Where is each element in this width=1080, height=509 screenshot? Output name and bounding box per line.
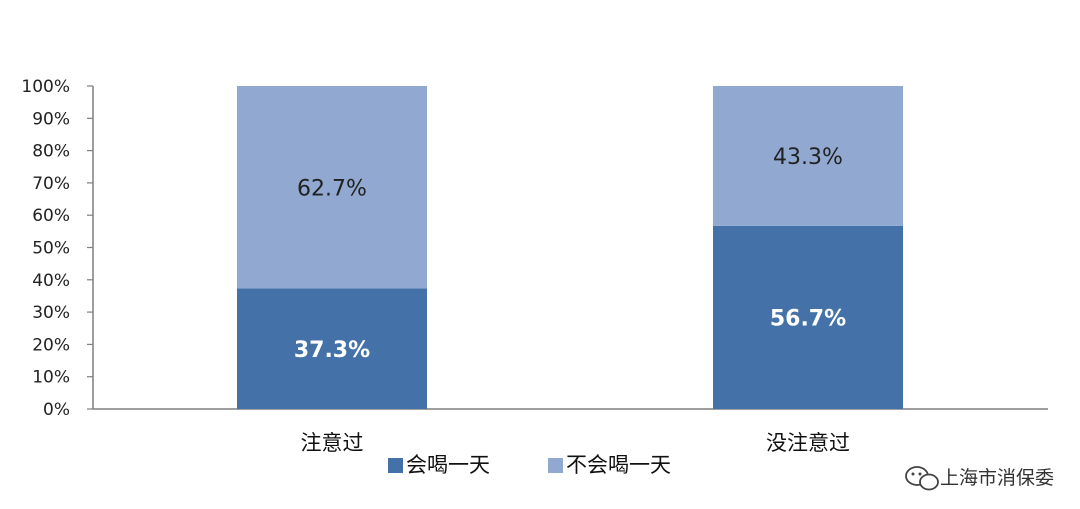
x-category-label: 没注意过 bbox=[766, 431, 850, 455]
legend-label: 会喝一天 bbox=[406, 453, 490, 477]
y-tick-label: 40% bbox=[32, 271, 70, 291]
data-label: 37.3% bbox=[294, 338, 370, 363]
y-tick-label: 50% bbox=[32, 239, 70, 259]
watermark: 上海市消保委 bbox=[905, 466, 1054, 491]
x-category-label: 注意过 bbox=[301, 431, 364, 455]
y-tick-label: 30% bbox=[32, 303, 70, 323]
bar-segment bbox=[237, 86, 427, 289]
data-label: 62.7% bbox=[297, 176, 367, 201]
legend-swatch bbox=[388, 458, 403, 473]
data-label: 43.3% bbox=[773, 145, 843, 170]
y-tick-label: 70% bbox=[32, 174, 70, 194]
y-tick-label: 20% bbox=[32, 335, 70, 355]
y-tick-label: 10% bbox=[32, 368, 70, 388]
bars bbox=[237, 86, 903, 409]
y-tick-label: 60% bbox=[32, 206, 70, 226]
bar-segment bbox=[713, 86, 903, 226]
legend: 会喝一天 不会喝一天 bbox=[388, 453, 671, 477]
axes: 0% 10% 20% 30% 40% 50% 60% 70% 80% 90% 100% 注意过 没注意过 bbox=[21, 77, 1048, 455]
data-label: 56.7% bbox=[770, 306, 846, 331]
legend-label: 不会喝一天 bbox=[566, 453, 671, 477]
data-labels: 37.3% 62.7% 56.7% 43.3% bbox=[294, 145, 846, 363]
y-tick-label: 90% bbox=[32, 109, 70, 129]
watermark-text: 上海市消保委 bbox=[940, 467, 1054, 489]
y-tick-label: 80% bbox=[32, 142, 70, 162]
bar-segment bbox=[237, 288, 427, 409]
legend-swatch bbox=[548, 458, 563, 473]
bar-segment bbox=[713, 225, 903, 409]
wechat-icon bbox=[905, 466, 939, 491]
y-tick-label: 100% bbox=[21, 77, 70, 97]
y-tick-label: 0% bbox=[43, 400, 70, 420]
